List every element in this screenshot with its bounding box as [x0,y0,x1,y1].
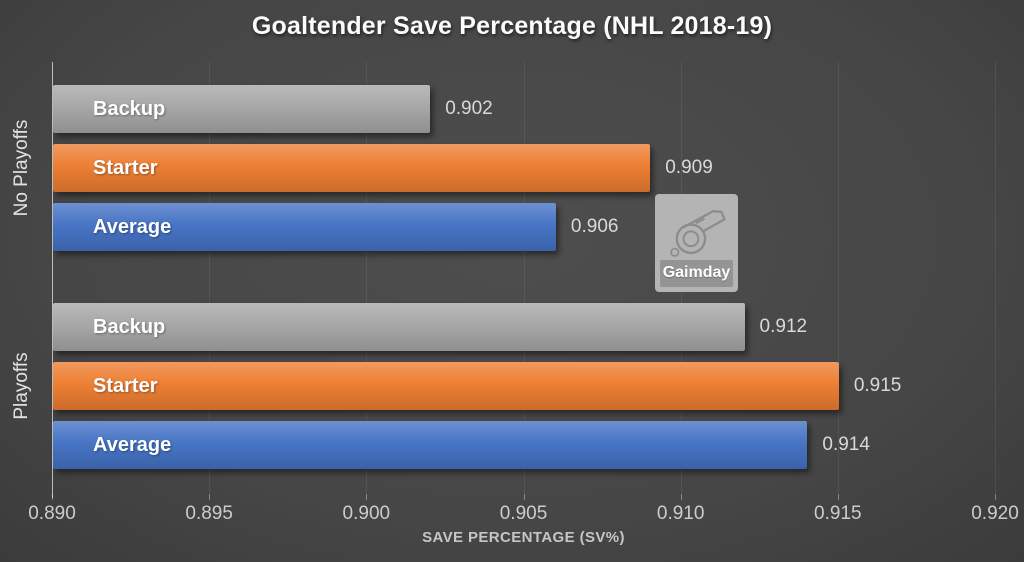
watermark-brand: Gaimday [660,260,733,287]
y-axis-group-label: Playoffs [11,352,32,420]
y-axis-line [52,62,53,498]
gridline [523,62,525,494]
y-axis-group-label: No Playoffs [11,119,32,217]
bar-category-label: Starter [93,156,158,179]
bar-no-playoffs-backup: Backup 0.902 [53,85,493,133]
x-axis-tick-mark [837,494,839,500]
x-axis-tick-mark [52,494,53,500]
bar-value-label: 0.915 [853,375,902,396]
gridline [366,62,368,494]
bar-category-label: Backup [93,97,166,120]
bar-no-playoffs-starter: Starter 0.909 [53,144,713,192]
x-axis-tick-label: 0.905 [499,503,548,524]
bar-category-label: Starter [93,374,158,397]
bar-value-label: 0.906 [570,216,619,237]
chart-title: Goaltender Save Percentage (NHL 2018-19) [251,12,773,40]
x-axis-tick-mark [209,494,211,500]
x-axis-tick-label: 0.915 [814,503,862,524]
x-axis-tick-label: 0.890 [28,503,76,524]
x-axis-title: SAVE PERCENTAGE (SV%) [422,529,625,546]
bar-playoffs-backup: Backup 0.912 [53,303,807,351]
x-axis-tick-mark [995,494,996,500]
bar-playoffs-starter: Starter 0.915 [53,362,901,410]
x-axis-tick-mark [523,494,525,500]
watermark: Gaimday [655,194,738,292]
bar-value-label: 0.902 [445,98,493,119]
bar-value-label: 0.909 [665,157,713,178]
bar-category-label: Average [93,215,172,238]
plot-area: Backup 0.902 Starter 0.909 Average 0.906 Backu… [52,62,996,494]
x-axis-tick-mark [680,494,682,500]
x-axis-tick-label: 0.920 [971,503,1019,524]
whistle-icon [666,199,728,260]
bar-value-label: 0.912 [759,316,808,337]
bar-value-label: 0.914 [822,434,870,455]
gridline [995,62,996,494]
bar-category-label: Average [93,433,172,456]
bar-playoffs-average: Average 0.914 [53,421,870,469]
gridline [209,62,211,494]
bar-category-label: Backup [93,315,166,338]
x-axis-tick-label: 0.895 [185,503,233,524]
x-axis-tick-mark [366,494,368,500]
x-axis-tick-label: 0.910 [656,503,705,524]
bar-no-playoffs-average: Average 0.906 [53,203,618,251]
x-axis-tick-label: 0.900 [342,503,391,524]
gridline [837,62,839,494]
